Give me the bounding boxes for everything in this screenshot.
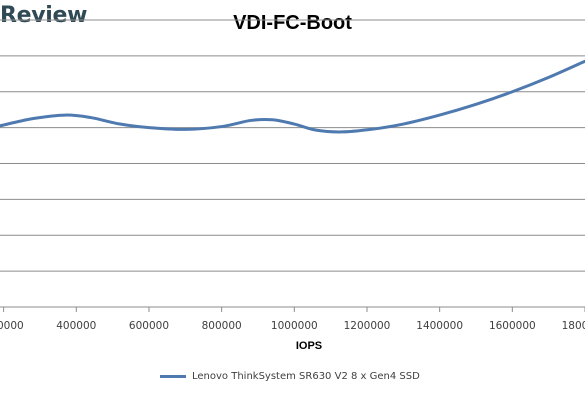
chart-gridlines <box>0 19 585 308</box>
x-tick-label: 600000 <box>129 320 169 332</box>
review-logo: Review <box>0 3 88 28</box>
x-tick-label: 1400000 <box>416 320 463 332</box>
series-line <box>0 59 585 134</box>
chart-series <box>0 59 585 134</box>
chart-legend: Lenovo ThinkSystem SR630 V2 8 x Gen4 SSD <box>160 371 420 382</box>
legend-swatch <box>160 375 186 378</box>
x-tick-label: 1000000 <box>271 320 318 332</box>
x-tick-label: 200000 <box>0 320 24 332</box>
x-axis-label: IOPS <box>296 340 322 352</box>
x-tick-label: 1600000 <box>489 320 536 332</box>
x-tick-label: 800000 <box>202 320 242 332</box>
legend-label: Lenovo ThinkSystem SR630 V2 8 x Gen4 SSD <box>192 371 420 382</box>
x-axis-ticks: 200000 400000 600000 800000 1000000 1200000 14… <box>0 307 585 332</box>
x-tick-label: 400000 <box>56 320 96 332</box>
chart-title: VDI-FC-Boot <box>233 12 352 34</box>
x-tick-label: 1200000 <box>344 320 391 332</box>
x-tick-label: 1800000 <box>562 320 585 332</box>
